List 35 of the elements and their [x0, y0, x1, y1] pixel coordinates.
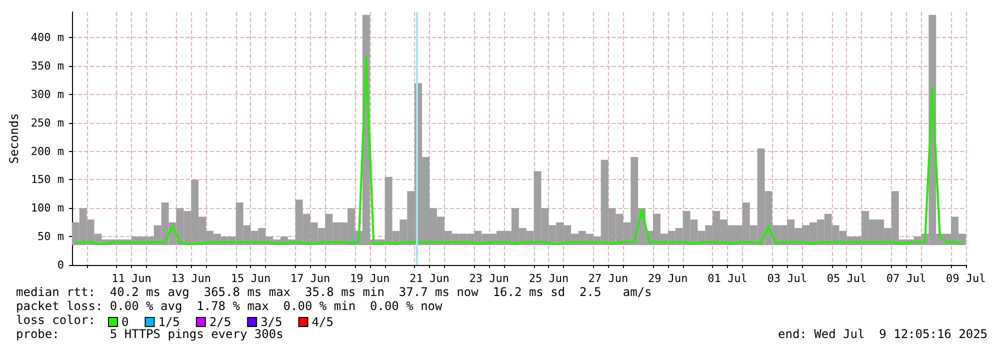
y-tick-label: 250 m: [30, 116, 64, 130]
y-tick-label: 200 m: [30, 144, 64, 158]
text: probe: 5 HTTPS pings every 300s: [16, 327, 284, 341]
y-tick-label: 50 m: [38, 230, 64, 244]
x-tick-label: 25 Jun: [528, 272, 569, 285]
legend-label: 0: [122, 315, 129, 329]
legend-label: 4/5: [312, 315, 334, 329]
x-tick-label: 05 Jul: [826, 272, 867, 285]
y-tick-label: 350 m: [30, 60, 64, 73]
legend-label: 1/5: [158, 315, 180, 329]
y-tick-label: 0: [57, 258, 64, 272]
y-axis-title: Seconds: [7, 113, 21, 164]
x-tick-label: 29 Jun: [648, 272, 688, 285]
x-tick-label: 19 Jun: [350, 272, 390, 285]
x-tick-label: 23 Jun: [469, 272, 509, 285]
x-tick-label: 21 Jun: [410, 272, 450, 285]
legend-label: 3/5: [260, 315, 282, 329]
text: loss color:: [16, 313, 96, 327]
x-tick-label: 27 Jun: [588, 272, 628, 285]
text: median rtt: 40.2 ms avg 365.8 ms max 35.8 ms min 37.7 ms now 16.2 ms sd 2.5 am/s: [16, 285, 652, 299]
text: packet loss: 0.00 % avg 1.78 % max 0.00 % min 0.00 % now: [16, 299, 442, 313]
y-tick-label: 100 m: [30, 202, 64, 215]
y-tick-label: 400 m: [30, 31, 64, 44]
legend-label: 2/5: [209, 315, 232, 329]
x-tick-label: 15 Jun: [230, 272, 271, 285]
y-tick-label: 150 m: [30, 173, 64, 186]
x-tick-label: 01 Jul: [708, 272, 748, 285]
x-tick-label: 11 Jun: [112, 272, 152, 285]
x-tick-label: 03 Jul: [767, 272, 807, 285]
x-tick-label: 07 Jul: [886, 272, 926, 285]
y-tick-label: 300 m: [30, 88, 64, 101]
x-tick-label: 17 Jun: [290, 272, 330, 285]
x-tick-label: 09 Jul: [946, 272, 986, 285]
x-tick-label: 13 Jun: [171, 272, 211, 285]
text: end: Wed Jul 9 12:05:16 2025: [778, 327, 988, 341]
